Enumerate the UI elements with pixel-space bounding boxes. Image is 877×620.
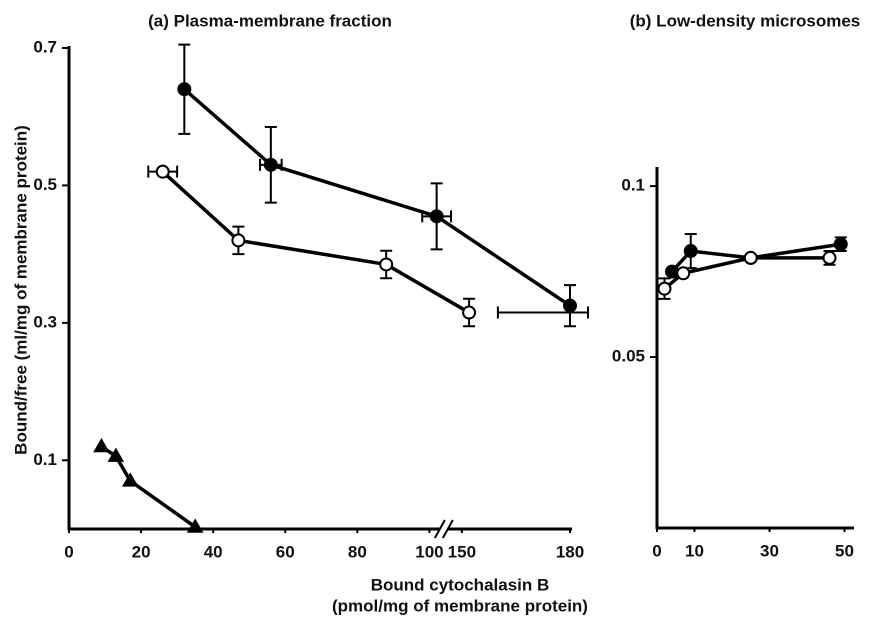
point bbox=[379, 257, 394, 272]
series-line bbox=[161, 170, 470, 315]
x-tick-label: 0 bbox=[64, 542, 73, 561]
x-tick-label: 60 bbox=[276, 542, 295, 561]
series-line bbox=[183, 87, 571, 308]
x-tick-label: 30 bbox=[760, 541, 779, 560]
point bbox=[822, 250, 837, 265]
x-tick-label: 150 bbox=[448, 542, 476, 561]
point bbox=[563, 298, 577, 313]
point bbox=[231, 233, 246, 248]
x-tick-label: 0 bbox=[652, 541, 661, 560]
axis-break bbox=[441, 519, 454, 539]
axis-break-gap bbox=[439, 525, 448, 533]
y-tick-label: 0.05 bbox=[612, 347, 645, 366]
panel-title: (b) Low-density microsomes bbox=[630, 11, 860, 30]
x-tick-label: 100 bbox=[415, 542, 443, 561]
axis-break bbox=[433, 519, 446, 539]
x-axis-label: (pmol/mg of membrane protein) bbox=[332, 596, 588, 615]
y-tick-label: 0.3 bbox=[33, 312, 57, 331]
point bbox=[833, 237, 848, 252]
point bbox=[683, 244, 698, 259]
x-tick-label: 40 bbox=[204, 542, 223, 561]
panel-title: (a) Plasma-membrane fraction bbox=[148, 11, 392, 30]
point bbox=[462, 305, 477, 320]
point bbox=[107, 447, 125, 462]
point bbox=[263, 157, 278, 172]
y-tick-label: 0.5 bbox=[33, 175, 57, 194]
x-tick-label: 10 bbox=[685, 541, 704, 560]
x-error-bar bbox=[496, 306, 590, 319]
point bbox=[93, 438, 110, 453]
point bbox=[676, 266, 691, 281]
x-tick-label: 20 bbox=[132, 542, 151, 561]
point bbox=[155, 164, 170, 179]
point bbox=[186, 518, 204, 533]
point bbox=[121, 472, 139, 487]
point bbox=[665, 264, 679, 279]
y-tick-label: 0.1 bbox=[621, 176, 645, 195]
point bbox=[177, 82, 192, 97]
x-axis-label: Bound cytochalasin B bbox=[371, 575, 550, 594]
series-line bbox=[663, 256, 830, 291]
x-tick-label: 80 bbox=[348, 542, 367, 561]
y-axis-label: Bound/free (ml/mg of membrane protein) bbox=[11, 125, 30, 455]
x-tick-label: 50 bbox=[835, 541, 854, 560]
point bbox=[657, 281, 672, 296]
point bbox=[429, 209, 444, 224]
point bbox=[743, 250, 758, 265]
y-tick-label: 0.1 bbox=[33, 450, 57, 469]
series-line bbox=[670, 242, 842, 273]
y-tick-label: 0.7 bbox=[33, 37, 57, 56]
x-tick-label: 180 bbox=[556, 542, 584, 561]
